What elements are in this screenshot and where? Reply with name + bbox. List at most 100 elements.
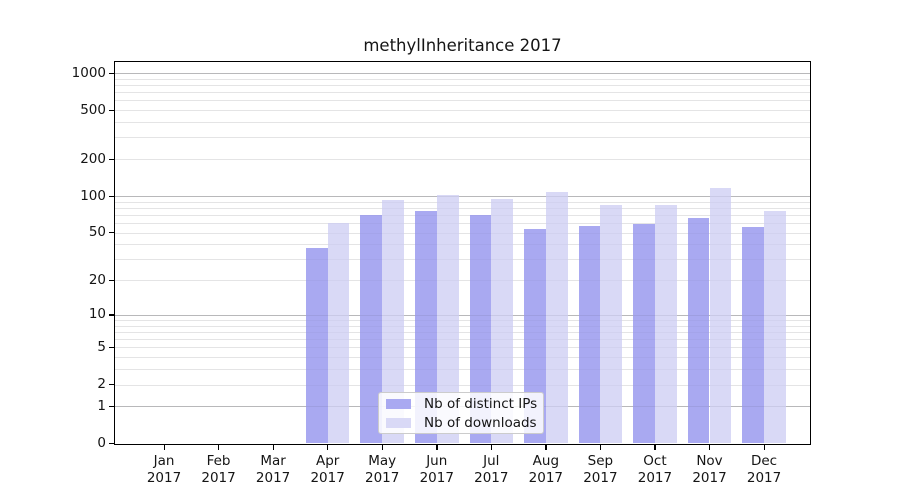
bar-downloads-jun-2017 (436, 194, 459, 444)
bar-downloads-dec-2017 (764, 211, 786, 444)
gridline (115, 196, 810, 197)
gridline (115, 244, 810, 246)
x-axis-tick (490, 444, 493, 450)
gridline (115, 100, 810, 102)
gridline (115, 110, 810, 112)
gridline (115, 314, 810, 316)
x-axis-tick (436, 444, 438, 450)
x-axis-tick-label: May 2017 (365, 453, 400, 486)
gridline (115, 232, 810, 234)
x-axis-tick (709, 444, 711, 450)
gridline (115, 325, 810, 327)
gridline (115, 369, 810, 371)
x-axis-tick (272, 444, 274, 450)
downloads-swatch-icon (386, 417, 411, 428)
legend-label-distinct-ips: Nb of distinct IPs (424, 395, 538, 412)
bar-distinct-ips-aug-2017 (524, 228, 546, 444)
gridline (115, 314, 810, 316)
x-axis-tick-label: Jun 2017 (419, 453, 454, 486)
x-axis-tick-label: Nov 2017 (692, 453, 727, 486)
chart-title: methylInheritance 2017 (363, 36, 562, 55)
gridline (115, 100, 810, 102)
y-axis-tick (109, 195, 115, 197)
x-axis-tick-label: Jul 2017 (474, 453, 509, 486)
distinct-ips-swatch-icon (386, 398, 411, 409)
bar-downloads-oct-2017 (654, 204, 677, 444)
bar-distinct-ips-sep-2017 (578, 225, 601, 444)
gridline (115, 159, 810, 161)
y-axis-tick (109, 158, 115, 160)
bar-downloads-apr-2017 (327, 223, 350, 444)
gridline (115, 214, 810, 216)
legend-item-distinct-ips: Nb of distinct IPs (386, 396, 543, 412)
gridline (115, 78, 810, 80)
y-axis-tick-label: 5 (97, 338, 106, 355)
x-axis-tick-label: Jan 2017 (146, 453, 182, 486)
gridline (115, 122, 810, 124)
gridline (115, 259, 810, 261)
gridline (115, 92, 810, 94)
gridline (115, 159, 810, 161)
gridline (115, 339, 810, 341)
y-axis-tick (109, 279, 115, 282)
gridline (115, 137, 810, 139)
bar-downloads-may-2017 (382, 200, 404, 444)
bar-downloads-jul-2017 (491, 198, 514, 444)
gridline (115, 357, 810, 359)
gridline (115, 84, 810, 86)
x-axis-tick-label: Dec 2017 (746, 453, 782, 486)
y-axis-tick (109, 232, 115, 234)
y-axis-tick-label: 1 (97, 397, 106, 414)
x-axis-tick (163, 444, 165, 450)
gridline (115, 84, 810, 86)
y-axis-tick (109, 314, 115, 316)
bar-distinct-ips-jul-2017 (469, 214, 492, 444)
bar-distinct-ips-apr-2017 (305, 248, 328, 444)
x-axis-tick-label: Apr 2017 (310, 453, 345, 486)
gridline (115, 357, 810, 359)
legend-label-downloads: Nb of downloads (424, 414, 537, 431)
gridline (115, 384, 810, 386)
y-axis-tick-label: 0 (97, 435, 106, 451)
gridline (115, 78, 810, 80)
gridline (115, 384, 810, 386)
bar-downloads-sep-2017 (600, 204, 623, 444)
y-axis-tick (109, 109, 115, 111)
y-axis-tick (109, 346, 115, 349)
x-axis-tick-label: Feb 2017 (201, 453, 236, 486)
gridline (115, 196, 810, 197)
gridline (115, 214, 810, 216)
gridline (115, 320, 810, 322)
gridline (115, 201, 810, 203)
gridline (115, 331, 810, 333)
bar-distinct-ips-jun-2017 (414, 210, 437, 444)
gridline (115, 110, 810, 112)
x-axis-tick-label: Aug 2017 (528, 453, 564, 486)
y-axis-tick (109, 72, 115, 74)
gridline (115, 201, 810, 203)
y-axis-tick-label: 10 (88, 306, 106, 323)
gridline (115, 73, 810, 74)
x-axis-tick (327, 444, 329, 450)
bar-distinct-ips-nov-2017 (687, 218, 710, 444)
gridline (115, 339, 810, 341)
gridline (115, 325, 810, 327)
gridline (115, 207, 810, 209)
gridline (115, 92, 810, 94)
x-axis-tick (763, 444, 765, 450)
gridline (115, 137, 810, 139)
y-axis-tick-label: 500 (80, 101, 106, 118)
gridline (115, 369, 810, 371)
gridline (115, 320, 810, 322)
y-axis-tick (109, 405, 115, 408)
bar-downloads-nov-2017 (709, 187, 732, 444)
gridline (115, 347, 810, 349)
gridline (115, 122, 810, 124)
bar-distinct-ips-oct-2017 (633, 223, 655, 444)
x-axis-tick-label: Mar 2017 (255, 453, 291, 486)
gridline (115, 244, 810, 246)
bar-distinct-ips-may-2017 (360, 214, 383, 444)
y-axis-tick-label: 200 (80, 150, 106, 167)
x-axis-tick (381, 444, 383, 450)
